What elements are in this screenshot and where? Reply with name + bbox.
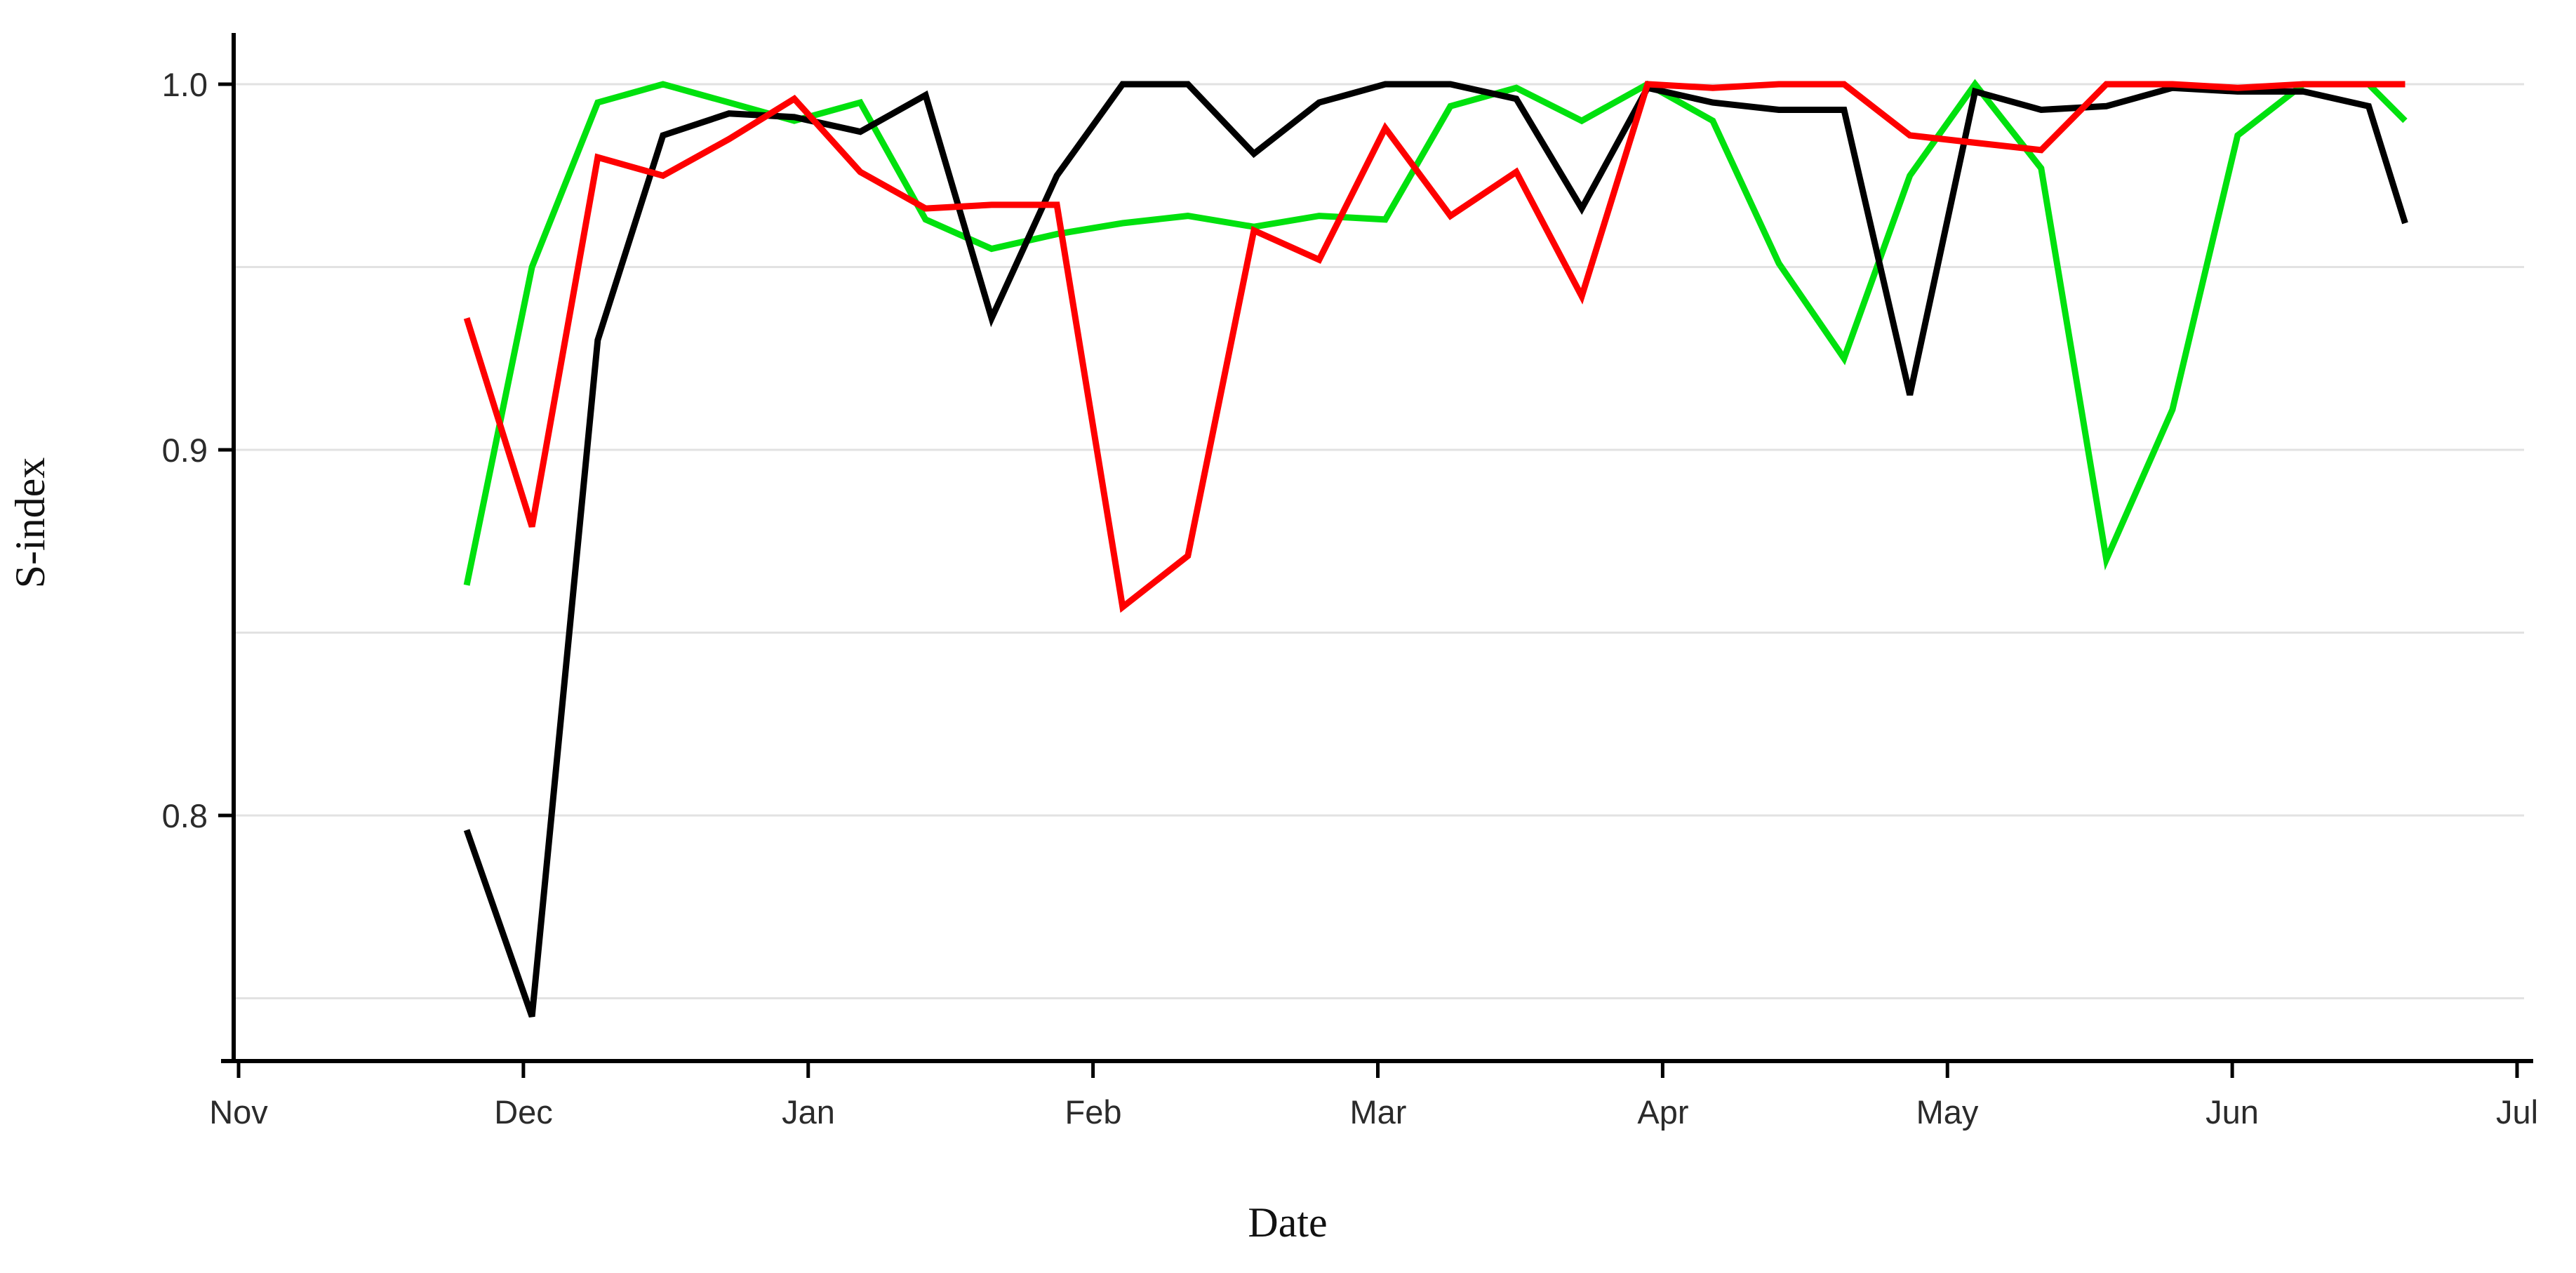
series-black-line <box>463 81 2408 1018</box>
x-tick-label-jan: Jan <box>782 1093 835 1131</box>
y-tick-label-0.9: 0.9 <box>162 432 208 469</box>
x-axis-ticks <box>236 1061 2519 1078</box>
x-axis-tick-labels: Nov Dec Jan Feb Mar Apr May Jun Jul <box>209 1093 2538 1131</box>
y-tick-label-0.8: 0.8 <box>162 797 208 834</box>
x-axis-title: Date <box>1248 1199 1327 1246</box>
series-red-line <box>463 81 2405 613</box>
x-tick-label-jun: Jun <box>2205 1093 2259 1131</box>
x-tick-label-mar: Mar <box>1350 1093 1407 1131</box>
x-tick-label-may: May <box>1916 1093 1979 1131</box>
x-tick-label-nov: Nov <box>209 1093 268 1131</box>
series-lines <box>463 79 2408 1018</box>
x-tick-label-jul: Jul <box>2496 1093 2538 1131</box>
y-axis-title: S-index <box>7 458 53 589</box>
y-axis-tick-labels: 1.0 0.9 0.8 <box>162 66 208 834</box>
series-green-line <box>463 79 2408 586</box>
y-tick-label-1.0: 1.0 <box>162 66 208 103</box>
y-axis-ticks <box>218 82 234 818</box>
x-tick-label-dec: Dec <box>494 1093 553 1131</box>
x-tick-label-feb: Feb <box>1065 1093 1122 1131</box>
axes <box>221 33 2533 1063</box>
x-tick-label-apr: Apr <box>1637 1093 1688 1131</box>
